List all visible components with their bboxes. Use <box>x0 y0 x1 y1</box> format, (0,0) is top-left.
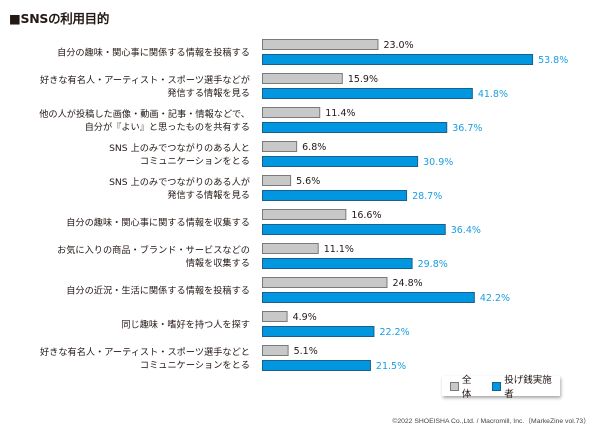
bar-all <box>262 73 343 84</box>
category-label: 自分の趣味・関心事に関係する情報を投稿する <box>57 47 250 59</box>
value-label-all: 23.0% <box>383 40 413 51</box>
category-label: SNS 上のみでつながりのある人が <box>109 176 250 188</box>
value-label-tip: 30.9% <box>423 157 453 168</box>
value-label-all: 11.4% <box>325 108 355 119</box>
bar-tip <box>262 156 419 167</box>
value-label-tip: 29.8% <box>418 259 448 270</box>
category-label: 好きな有名人・アーティスト・スポーツ選手などが <box>40 74 250 86</box>
category-label: 他の人が投稿した画像・動画・記事・情報などで、 <box>39 108 250 120</box>
bar-tip <box>262 326 375 337</box>
category-label: 好きな有名人・アーティスト・スポーツ選手などと <box>40 346 250 358</box>
category-label: 発信する情報を見る <box>167 189 250 201</box>
category-label: 同じ趣味・嗜好を持つ人を探す <box>121 319 250 331</box>
bar-tip <box>262 224 446 235</box>
bar-all <box>262 39 379 50</box>
bar-tip <box>262 88 473 99</box>
value-label-tip: 22.2% <box>379 327 409 338</box>
legend-item-tip: 投げ銭実施者 <box>492 372 560 400</box>
bar-tip <box>262 360 371 371</box>
bar-tip <box>262 122 448 133</box>
bar-all <box>262 345 289 356</box>
value-label-tip: 41.8% <box>478 89 508 100</box>
value-label-tip: 53.8% <box>538 55 568 66</box>
value-label-all: 24.8% <box>392 278 422 289</box>
bar-tip <box>262 292 475 303</box>
category-label: 自分の趣味・関心事に関する情報を収集する <box>66 217 250 229</box>
bar-tip <box>262 54 534 65</box>
bar-tip <box>262 258 413 269</box>
category-label: 自分の近況・生活に関係する情報を投稿する <box>66 285 250 297</box>
category-label: 情報を収集する <box>186 257 250 269</box>
category-label: コミュニケーションをとる <box>140 360 250 371</box>
value-label-tip: 21.5% <box>376 361 406 372</box>
value-label-all: 15.9% <box>348 74 378 85</box>
value-label-all: 5.6% <box>296 176 320 187</box>
legend-label-all: 全体 <box>461 375 472 400</box>
chart-title: ■SNSの利用目的 <box>9 11 110 26</box>
bar-all <box>262 277 388 288</box>
legend-item-all: 全体 <box>450 372 480 400</box>
copyright-footer: ©2022 SHOEISHA Co.,Ltd. / Macromill, Inc… <box>392 418 590 425</box>
category-label: 自分が『よい』と思ったものを共有する <box>85 121 250 133</box>
bar-all <box>262 175 292 186</box>
bar-all <box>262 311 288 322</box>
value-label-tip: 36.4% <box>451 225 481 236</box>
value-label-all: 4.9% <box>293 312 317 323</box>
value-label-all: 5.1% <box>294 346 318 357</box>
legend: 全体 投げ銭実施者 <box>442 375 560 400</box>
value-label-tip: 42.2% <box>480 293 510 304</box>
bar-all <box>262 243 319 254</box>
value-label-tip: 28.7% <box>412 191 442 202</box>
bar-all <box>262 141 298 152</box>
legend-swatch-tip <box>492 381 502 391</box>
value-label-all: 6.8% <box>302 142 326 153</box>
value-label-all: 11.1% <box>324 244 354 255</box>
bar-all <box>262 209 347 220</box>
value-label-tip: 36.7% <box>452 123 482 134</box>
bar-tip <box>262 190 408 201</box>
legend-swatch-all <box>450 381 459 391</box>
value-label-all: 16.6% <box>351 210 381 221</box>
category-label: お気に入りの商品・ブランド・サービスなどの <box>57 244 250 256</box>
bar-all <box>262 107 321 118</box>
category-label: コミュニケーションをとる <box>140 156 250 167</box>
category-label: SNS 上のみでつながりのある人と <box>109 142 250 154</box>
legend-label-tip: 投げ銭実施者 <box>504 375 552 400</box>
category-label: 発信する情報を見る <box>167 87 250 99</box>
